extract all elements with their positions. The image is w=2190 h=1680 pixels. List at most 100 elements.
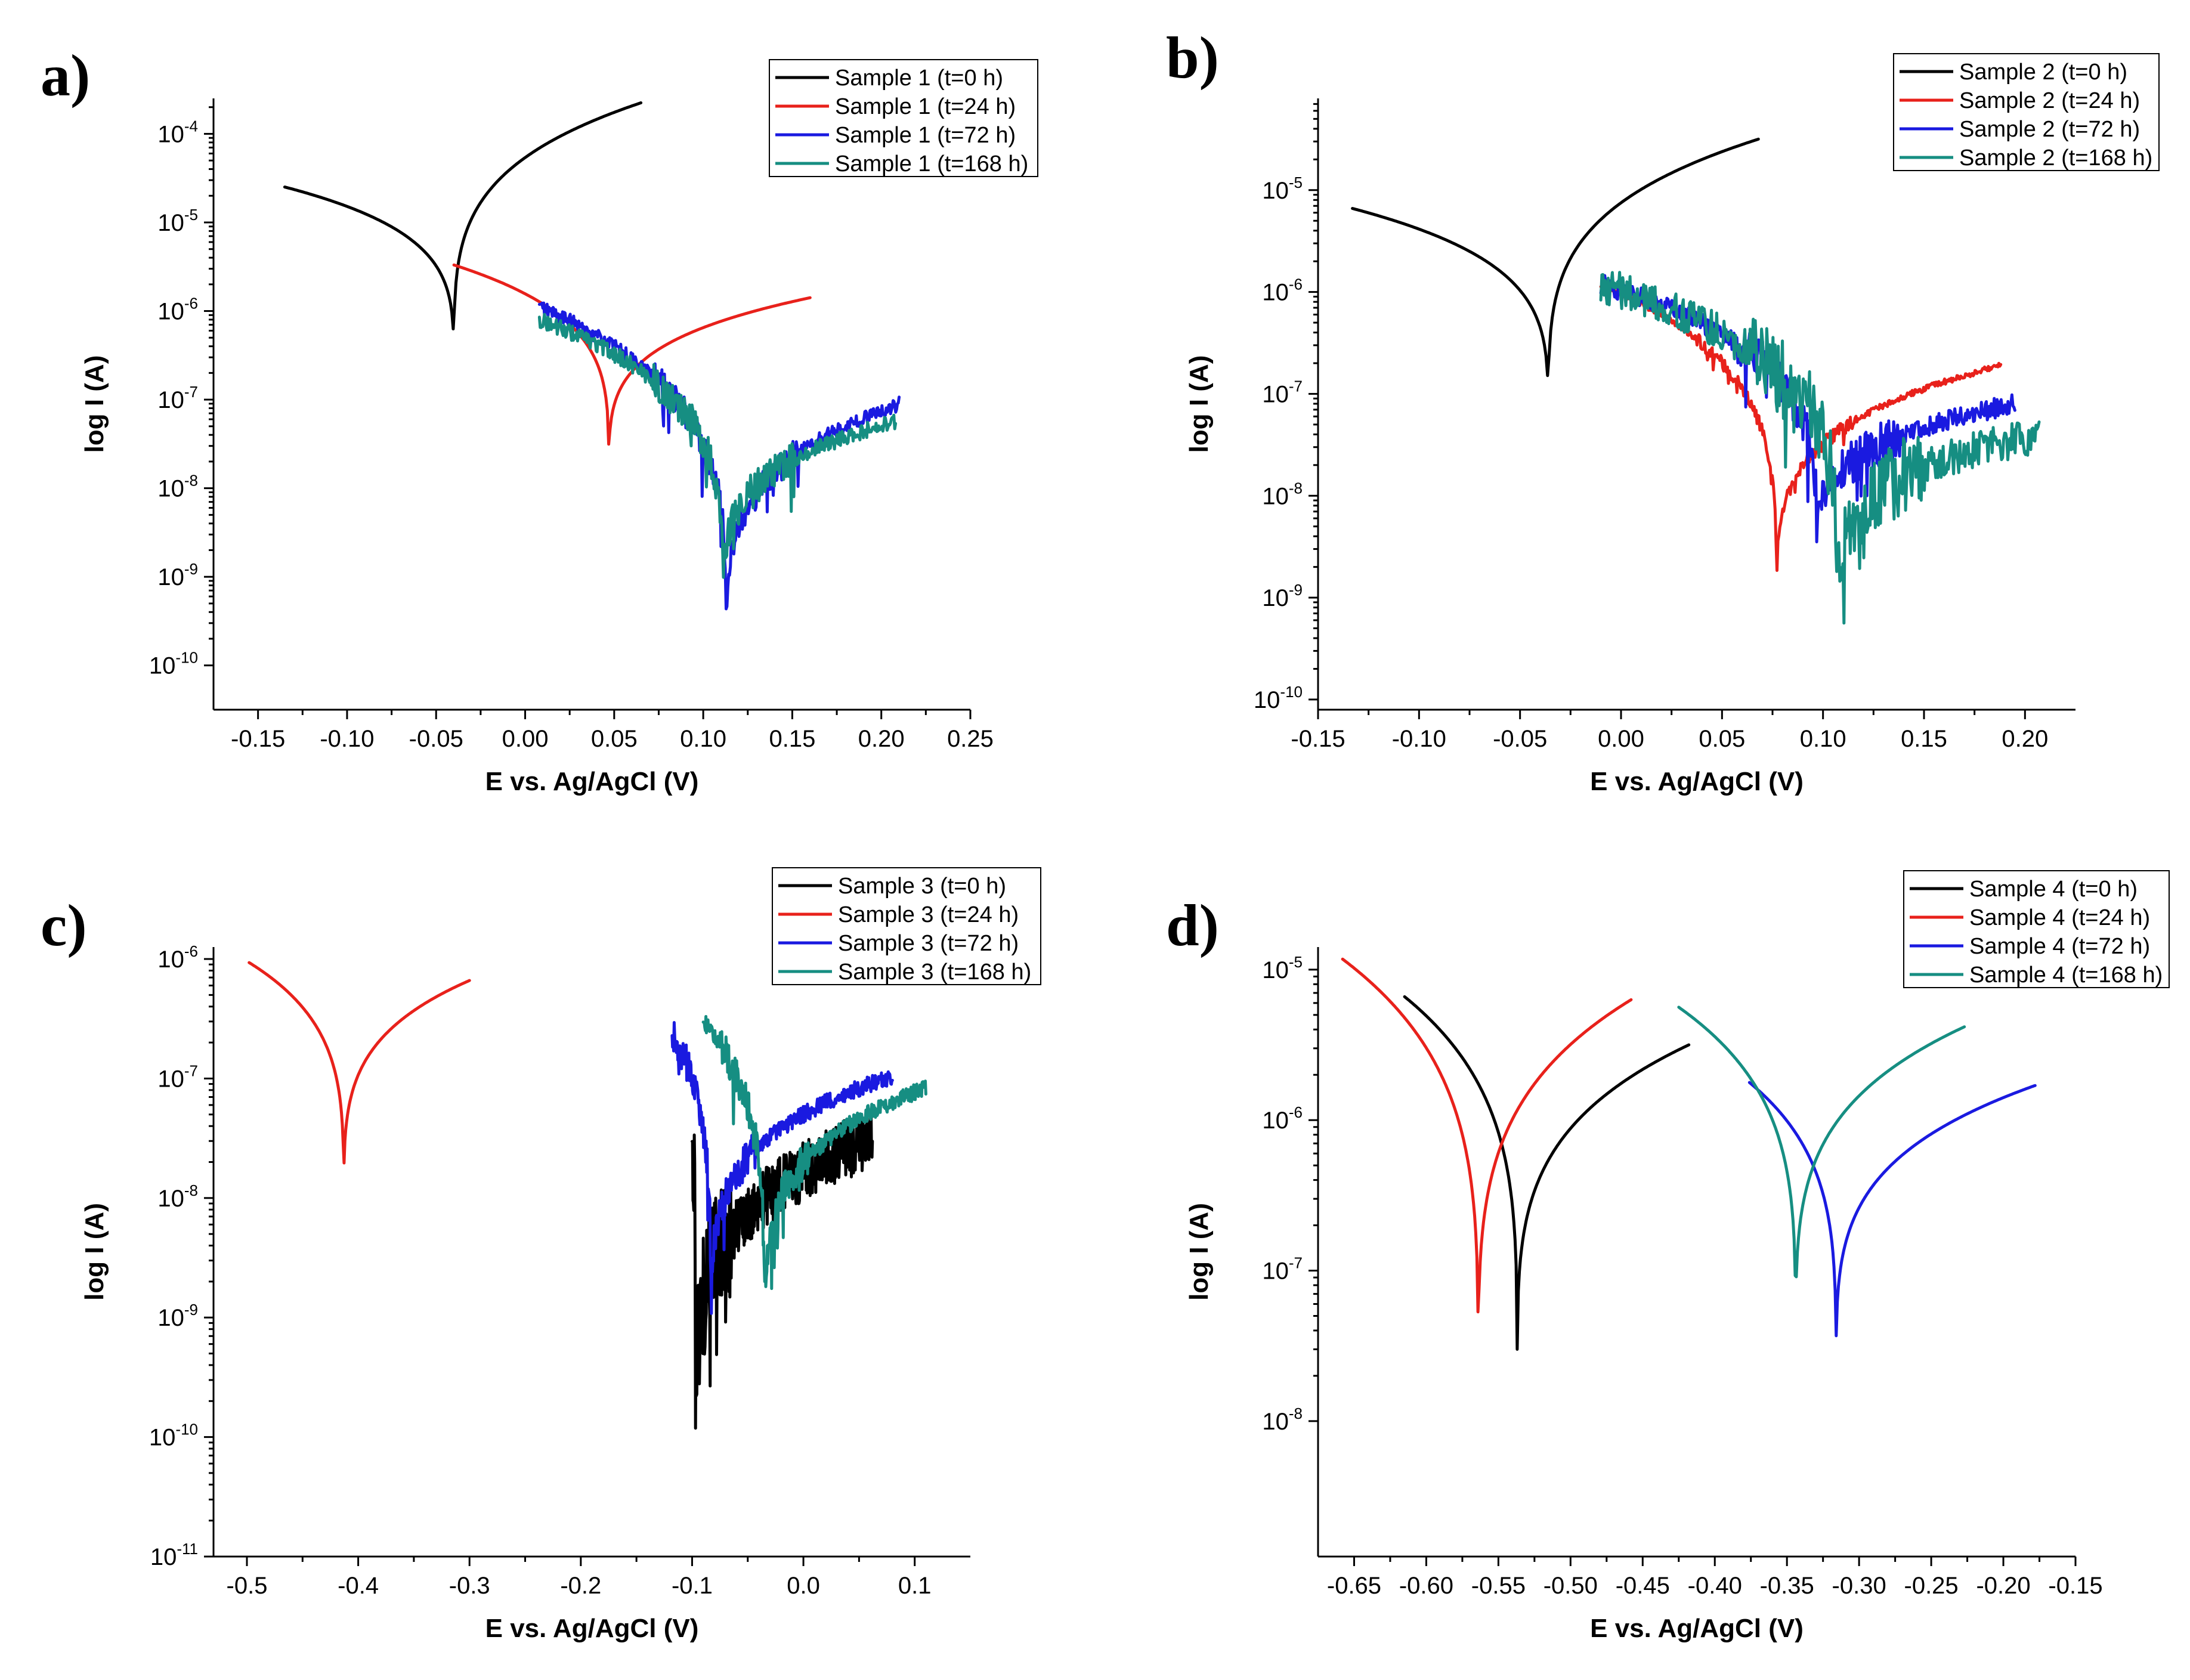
legend-box bbox=[769, 59, 1038, 177]
y-tick-label: 10-8 bbox=[1262, 479, 1303, 509]
legend-label: Sample 3 (t=24 h) bbox=[838, 902, 1019, 927]
x-tick-label: -0.10 bbox=[320, 726, 374, 752]
series-line bbox=[537, 301, 901, 611]
legend-box bbox=[772, 867, 1041, 985]
series-line bbox=[701, 1015, 927, 1291]
series-line bbox=[691, 1113, 874, 1430]
x-tick-label: -0.40 bbox=[1688, 1573, 1742, 1599]
series-line bbox=[248, 961, 471, 1165]
x-tick-label: -0.5 bbox=[227, 1573, 268, 1599]
x-tick-label: 0.00 bbox=[1598, 726, 1644, 752]
legend-label: Sample 3 (t=0 h) bbox=[838, 874, 1006, 899]
legend: Sample 4 (t=0 h) Sample 4 (t=24 h) Sample … bbox=[1903, 870, 2170, 988]
series-line bbox=[670, 1021, 894, 1315]
x-axis-title: E vs. Ag/AgCl (V) bbox=[485, 1614, 699, 1643]
y-tick-label: 10-10 bbox=[149, 1421, 198, 1451]
x-tick-label: 0.05 bbox=[1699, 726, 1745, 752]
y-axis-title: log I (A) bbox=[80, 1203, 109, 1301]
x-tick-label: -0.45 bbox=[1616, 1573, 1670, 1599]
x-tick-label: -0.30 bbox=[1832, 1573, 1886, 1599]
y-tick-label: 10-4 bbox=[157, 117, 198, 147]
series-line bbox=[1677, 1005, 1966, 1279]
x-tick-label: 0.0 bbox=[787, 1573, 820, 1599]
legend-label: Sample 2 (t=24 h) bbox=[1959, 88, 2140, 113]
y-tick-label: 10-10 bbox=[1254, 683, 1303, 713]
legend-label: Sample 1 (t=168 h) bbox=[835, 151, 1028, 177]
y-tick-label: 10-6 bbox=[1262, 276, 1303, 306]
legend-label: Sample 3 (t=72 h) bbox=[838, 931, 1019, 956]
x-tick-label: -0.2 bbox=[560, 1573, 601, 1599]
y-tick-label: 10-5 bbox=[1262, 174, 1303, 204]
legend-label: Sample 1 (t=0 h) bbox=[835, 66, 1003, 91]
x-tick-label: 0.20 bbox=[858, 726, 905, 752]
x-tick-label: 0.1 bbox=[898, 1573, 932, 1599]
y-tick-label: 10-9 bbox=[157, 1301, 198, 1331]
x-axis-title: E vs. Ag/AgCl (V) bbox=[485, 767, 699, 796]
y-tick-label: 10-7 bbox=[1262, 377, 1303, 407]
series-line bbox=[537, 313, 898, 579]
y-tick-label: 10-7 bbox=[1262, 1254, 1303, 1285]
chart-panel-d: d) -0.65 -0.60 -0.55 -0.50 -0.45 -0.40 -0.35 -0.… bbox=[1166, 870, 2170, 1643]
panel-label: a) bbox=[41, 42, 90, 109]
panel-label: c) bbox=[41, 892, 87, 958]
y-tick-label: 10-8 bbox=[157, 1181, 198, 1212]
series-line bbox=[1403, 995, 1691, 1351]
legend-label: Sample 4 (t=0 h) bbox=[1969, 877, 2138, 902]
x-tick-label: -0.35 bbox=[1760, 1573, 1814, 1599]
y-tick-label: 10-11 bbox=[150, 1540, 198, 1570]
x-axis-title: E vs. Ag/AgCl (V) bbox=[1590, 1614, 1804, 1643]
chart-panel-c: c) -0.5 -0.4 -0.3 -0.2 -0.1 0.0 0.1 10-11 10-10 10… bbox=[41, 867, 1041, 1643]
y-tick-label: 10-6 bbox=[157, 295, 198, 325]
x-axis-title: E vs. Ag/AgCl (V) bbox=[1590, 767, 1804, 796]
x-tick-label: -0.60 bbox=[1399, 1573, 1453, 1599]
legend-label: Sample 2 (t=72 h) bbox=[1959, 117, 2140, 142]
x-tick-label: 0.05 bbox=[591, 726, 638, 752]
x-tick-label: 0.20 bbox=[2002, 726, 2048, 752]
x-tick-label: 0.25 bbox=[947, 726, 994, 752]
x-tick-label: -0.20 bbox=[1976, 1573, 2030, 1599]
legend: Sample 3 (t=0 h) Sample 3 (t=24 h) Sample … bbox=[772, 867, 1041, 985]
legend-box bbox=[1903, 870, 2170, 988]
y-axis-title: log I (A) bbox=[1184, 1203, 1214, 1301]
legend-label: Sample 1 (t=72 h) bbox=[835, 123, 1016, 148]
series-line bbox=[1599, 274, 2016, 544]
y-tick-label: 10-5 bbox=[157, 206, 198, 236]
x-tick-label: -0.25 bbox=[1904, 1573, 1959, 1599]
y-axis-title: log I (A) bbox=[1184, 355, 1214, 453]
x-tick-label: -0.3 bbox=[449, 1573, 490, 1599]
x-tick-label: 0.10 bbox=[680, 726, 726, 752]
y-tick-label: 10-7 bbox=[157, 383, 198, 413]
y-tick-label: 10-10 bbox=[149, 649, 198, 679]
x-tick-label: -0.4 bbox=[338, 1573, 379, 1599]
y-tick-label: 10-9 bbox=[1262, 581, 1303, 611]
series-line bbox=[1341, 957, 1633, 1314]
x-tick-label: 0.15 bbox=[1901, 726, 1947, 752]
legend-label: Sample 4 (t=24 h) bbox=[1969, 905, 2150, 930]
x-tick-label: 0.00 bbox=[502, 726, 549, 752]
y-axis-title: log I (A) bbox=[80, 355, 109, 453]
y-tick-label: 10-6 bbox=[157, 942, 198, 973]
legend-label: Sample 1 (t=24 h) bbox=[835, 94, 1016, 119]
y-tick-label: 10-8 bbox=[157, 472, 198, 502]
x-tick-label: -0.15 bbox=[231, 726, 285, 752]
legend-box bbox=[1893, 53, 2160, 171]
x-tick-label: -0.15 bbox=[1291, 726, 1345, 752]
x-tick-label: 0.10 bbox=[1800, 726, 1846, 752]
y-tick-label: 10-8 bbox=[1262, 1404, 1303, 1435]
legend: Sample 2 (t=0 h) Sample 2 (t=24 h) Sample … bbox=[1893, 53, 2160, 171]
y-tick-label: 10-7 bbox=[157, 1062, 198, 1092]
x-tick-label: 0.15 bbox=[769, 726, 815, 752]
y-tick-label: 10-9 bbox=[157, 560, 198, 590]
legend-label: Sample 4 (t=72 h) bbox=[1969, 934, 2150, 959]
x-tick-label: -0.1 bbox=[672, 1573, 713, 1599]
series-line bbox=[1747, 1081, 2037, 1338]
legend-label: Sample 2 (t=0 h) bbox=[1959, 60, 2127, 85]
y-tick-label: 10-5 bbox=[1262, 953, 1303, 983]
x-tick-label: -0.15 bbox=[2048, 1573, 2102, 1599]
series-line bbox=[283, 101, 643, 330]
series-line bbox=[1351, 137, 1760, 378]
x-tick-label: -0.10 bbox=[1392, 726, 1446, 752]
chart-panel-b: b) -0.15 -0.10 -0.05 0.00 0.05 0.10 0.15 0.20 10-… bbox=[1166, 24, 2160, 796]
legend-label: Sample 3 (t=168 h) bbox=[838, 960, 1031, 985]
